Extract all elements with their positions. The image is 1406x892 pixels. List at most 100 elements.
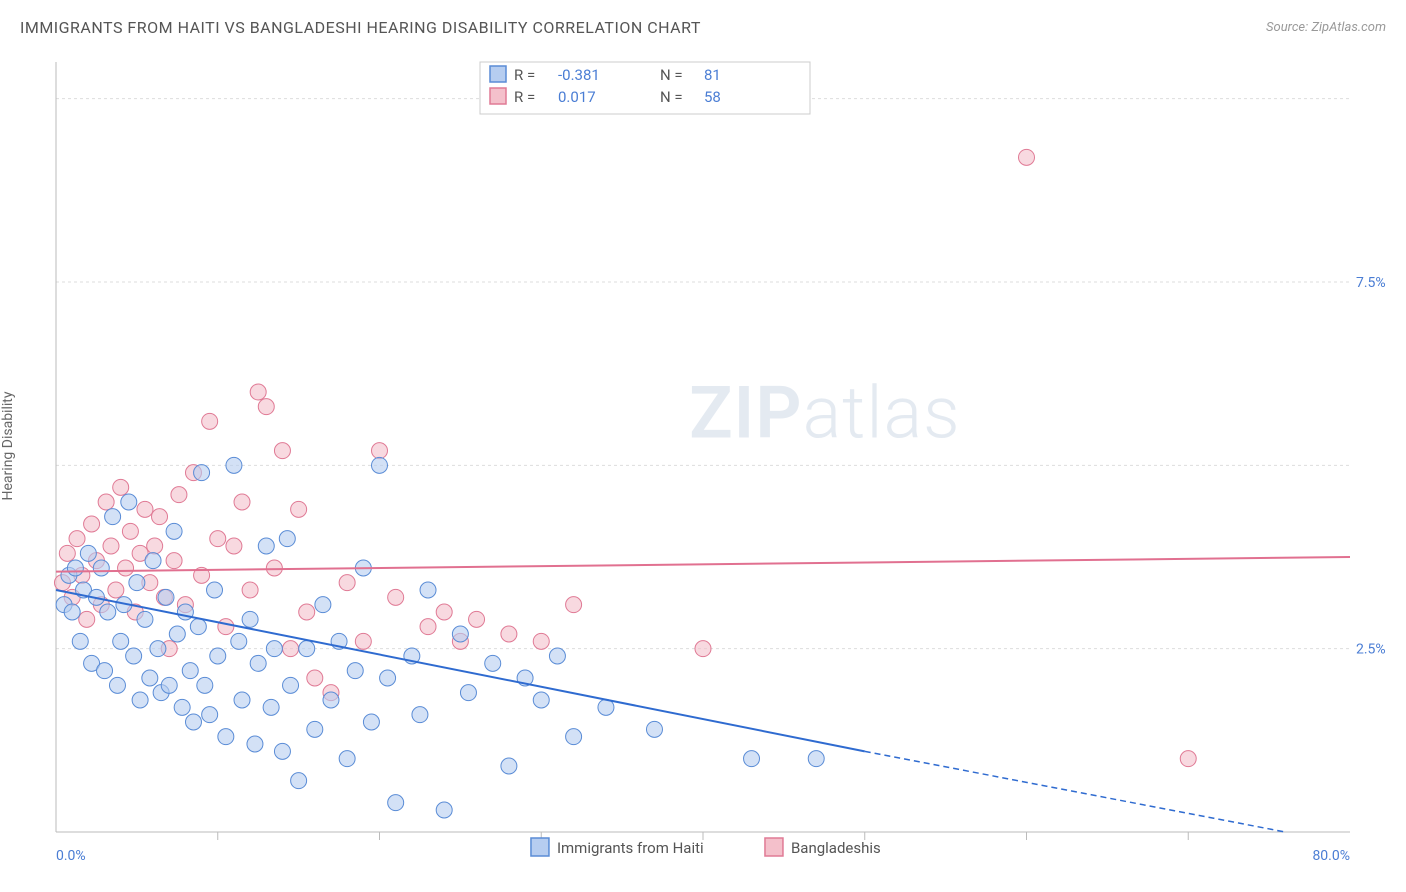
y-axis-title: Hearing Disability — [0, 392, 16, 501]
point-haiti — [266, 641, 282, 657]
source-attribution: Source: ZipAtlas.com — [1266, 20, 1386, 35]
point-bangladeshi — [79, 611, 95, 627]
point-haiti — [80, 545, 96, 561]
point-haiti — [247, 736, 263, 752]
point-haiti — [549, 648, 565, 664]
point-haiti — [744, 751, 760, 767]
point-bangladeshi — [307, 670, 323, 686]
point-haiti — [258, 538, 274, 554]
point-haiti — [460, 685, 476, 701]
point-haiti — [234, 692, 250, 708]
point-bangladeshi — [258, 399, 274, 415]
point-bangladeshi — [299, 604, 315, 620]
watermark: ZIPatlas — [689, 370, 961, 455]
legend-swatch — [490, 88, 506, 104]
y-tick-label: 7.5% — [1356, 275, 1386, 291]
point-haiti — [250, 655, 266, 671]
series-swatch — [765, 838, 783, 856]
series-label: Immigrants from Haiti — [557, 839, 704, 857]
point-bangladeshi — [250, 384, 266, 400]
legend-swatch — [490, 66, 506, 82]
point-bangladeshi — [695, 641, 711, 657]
point-bangladeshi — [108, 582, 124, 598]
y-tick-label: 2.5% — [1356, 642, 1386, 658]
point-haiti — [388, 795, 404, 811]
point-haiti — [372, 457, 388, 473]
point-haiti — [452, 626, 468, 642]
point-bangladeshi — [242, 582, 258, 598]
point-bangladeshi — [69, 531, 85, 547]
point-bangladeshi — [218, 619, 234, 635]
point-haiti — [100, 604, 116, 620]
point-haiti — [137, 611, 153, 627]
legend-r-value: -0.381 — [558, 66, 600, 84]
point-bangladeshi — [137, 501, 153, 517]
legend-n-value: 58 — [704, 88, 721, 106]
point-bangladeshi — [59, 545, 75, 561]
point-haiti — [339, 751, 355, 767]
point-bangladeshi — [436, 604, 452, 620]
point-haiti — [129, 575, 145, 591]
point-haiti — [323, 692, 339, 708]
point-bangladeshi — [118, 560, 134, 576]
point-bangladeshi — [420, 619, 436, 635]
point-haiti — [347, 663, 363, 679]
point-bangladeshi — [147, 538, 163, 554]
point-bangladeshi — [103, 538, 119, 554]
point-haiti — [142, 670, 158, 686]
point-haiti — [291, 773, 307, 789]
point-haiti — [380, 670, 396, 686]
point-haiti — [307, 721, 323, 737]
point-bangladeshi — [283, 641, 299, 657]
point-haiti — [121, 494, 137, 510]
point-haiti — [412, 707, 428, 723]
point-haiti — [202, 707, 218, 723]
point-haiti — [161, 677, 177, 693]
point-haiti — [67, 560, 83, 576]
point-bangladeshi — [266, 560, 282, 576]
legend-n-label: N = — [660, 88, 683, 106]
x-tick-label: 80.0% — [1312, 848, 1350, 864]
point-bangladeshi — [98, 494, 114, 510]
x-tick-label: 0.0% — [56, 848, 86, 864]
header-row: IMMIGRANTS FROM HAITI VS BANGLADESHI HEA… — [20, 18, 1386, 37]
point-bangladeshi — [226, 538, 242, 554]
point-haiti — [185, 714, 201, 730]
point-haiti — [64, 604, 80, 620]
point-haiti — [150, 641, 166, 657]
chart-title: IMMIGRANTS FROM HAITI VS BANGLADESHI HEA… — [20, 18, 701, 37]
point-haiti — [218, 729, 234, 745]
point-haiti — [501, 758, 517, 774]
series-label: Bangladeshis — [791, 839, 881, 857]
point-haiti — [436, 802, 452, 818]
point-haiti — [274, 743, 290, 759]
point-bangladeshi — [84, 516, 100, 532]
point-haiti — [166, 523, 182, 539]
point-bangladeshi — [152, 509, 168, 525]
point-bangladeshi — [388, 589, 404, 605]
point-haiti — [808, 751, 824, 767]
point-bangladeshi — [339, 575, 355, 591]
source-name: ZipAtlas.com — [1311, 20, 1386, 35]
trendline-bangladeshi — [56, 557, 1350, 572]
point-bangladeshi — [533, 633, 549, 649]
point-bangladeshi — [166, 553, 182, 569]
legend-n-label: N = — [660, 66, 683, 84]
point-haiti — [263, 699, 279, 715]
point-haiti — [363, 714, 379, 730]
point-bangladeshi — [274, 443, 290, 459]
series-swatch — [531, 838, 549, 856]
point-haiti — [210, 648, 226, 664]
legend-r-value: 0.017 — [558, 88, 596, 106]
point-bangladeshi — [469, 611, 485, 627]
point-bangladeshi — [122, 523, 138, 539]
point-haiti — [145, 553, 161, 569]
point-haiti — [126, 648, 142, 664]
point-haiti — [182, 663, 198, 679]
trendline-haiti — [56, 590, 865, 751]
point-haiti — [420, 582, 436, 598]
point-bangladeshi — [1019, 149, 1035, 165]
trendline-haiti-extrapolated — [865, 751, 1286, 832]
point-bangladeshi — [171, 487, 187, 503]
point-haiti — [190, 619, 206, 635]
